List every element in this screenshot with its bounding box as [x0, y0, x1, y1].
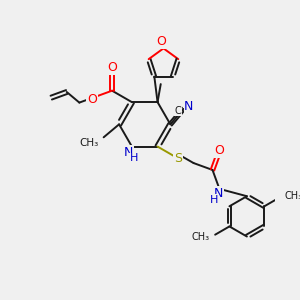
Text: O: O: [107, 61, 117, 74]
Text: O: O: [156, 35, 166, 49]
Text: CH₃: CH₃: [80, 138, 99, 148]
Text: CH₃: CH₃: [191, 232, 210, 242]
Text: CH₃: CH₃: [284, 191, 300, 201]
Text: O: O: [87, 94, 97, 106]
Text: S: S: [174, 152, 182, 165]
Text: H: H: [130, 154, 138, 164]
Text: N: N: [124, 146, 133, 159]
Text: O: O: [214, 144, 224, 157]
Text: N: N: [214, 187, 223, 200]
Text: H: H: [210, 195, 218, 205]
Text: C: C: [175, 106, 182, 116]
Text: N: N: [184, 100, 194, 113]
